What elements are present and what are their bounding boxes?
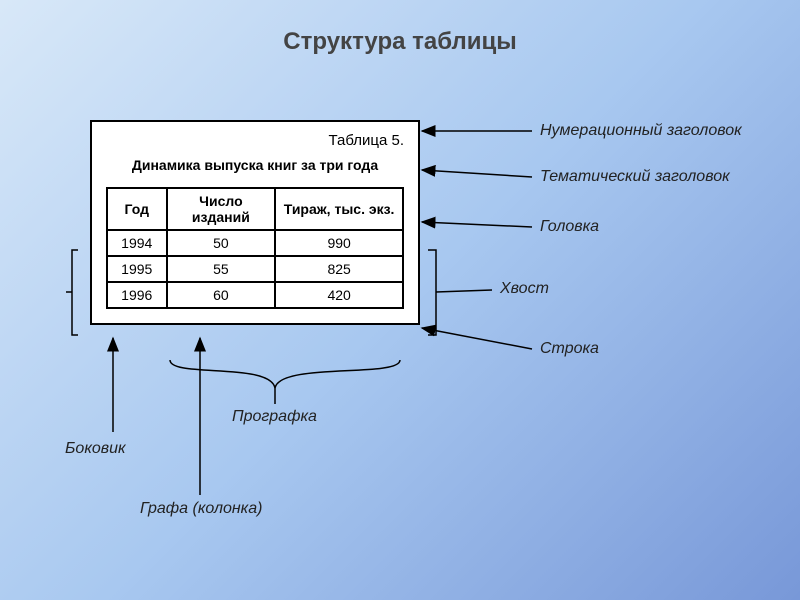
th-tirazh: Тираж, тыс. экз. — [275, 188, 403, 230]
table-head-row: Год Число изданий Тираж, тыс. экз. — [107, 188, 403, 230]
table-row: 1994 50 990 — [107, 230, 403, 256]
label-tail: Хвост — [500, 280, 549, 298]
label-numeration-header: Нумерационный заголовок — [540, 122, 742, 140]
label-grafa: Графа (колонка) — [140, 500, 262, 518]
th-year: Год — [107, 188, 167, 230]
label-prografka: Прографка — [232, 408, 317, 426]
cell: 1996 — [107, 282, 167, 308]
label-head: Головка — [540, 218, 599, 236]
cell: 50 — [167, 230, 276, 256]
th-count: Число изданий — [167, 188, 276, 230]
table-row: 1995 55 825 — [107, 256, 403, 282]
arrow-thematic — [422, 170, 532, 177]
cell: 55 — [167, 256, 276, 282]
data-table: Год Число изданий Тираж, тыс. экз. 1994 … — [106, 187, 404, 309]
arrow-row — [422, 328, 532, 349]
cell: 1995 — [107, 256, 167, 282]
label-row: Строка — [540, 340, 599, 358]
bracket-tail — [428, 250, 436, 335]
arrow-head — [422, 222, 532, 227]
label-bokovik: Боковик — [65, 440, 126, 458]
table-row: 1996 60 420 — [107, 282, 403, 308]
bracket-prografka — [170, 360, 400, 388]
table-card: Таблица 5. Динамика выпуска книг за три … — [90, 120, 420, 325]
cell: 60 — [167, 282, 276, 308]
page-title: Структура таблицы — [283, 28, 516, 56]
cell: 420 — [275, 282, 403, 308]
table-number: Таблица 5. — [106, 132, 404, 149]
cell: 1994 — [107, 230, 167, 256]
cell: 825 — [275, 256, 403, 282]
table-caption: Динамика выпуска книг за три года — [106, 157, 404, 173]
cell: 990 — [275, 230, 403, 256]
label-thematic-header: Тематический заголовок — [540, 168, 730, 186]
bracket-bokovik — [72, 250, 78, 335]
